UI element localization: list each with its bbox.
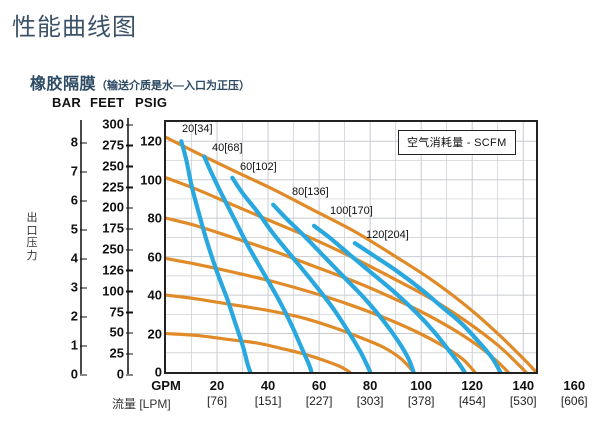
feet-tick-50-2: 50 — [109, 324, 134, 340]
curve-label-40[68]: 40[68] — [212, 142, 243, 154]
x-tick-gpm-60: 60 — [311, 378, 327, 393]
feet-tick-225-9: 225 — [102, 179, 133, 194]
x-tick-120: 120 [454] — [459, 378, 486, 408]
x-tick-gpm-100: 100 — [410, 378, 433, 393]
x-tick-0: GPM — [151, 378, 181, 393]
psig-tick-80: 80 — [147, 210, 162, 226]
x-axis-label-cn: 流量 [LPM] — [112, 397, 171, 411]
y-axis-label-char-0: 出 — [26, 212, 38, 224]
x-tick-gpm-120: 120 — [461, 378, 484, 393]
subtitle-main: 橡胶隔膜 — [30, 76, 97, 93]
curve-air-100 — [166, 176, 528, 372]
feet-tick-250-10: 250 — [102, 158, 133, 174]
feet-tick-126-5: 126 — [102, 262, 133, 278]
x-tick-gpm-20: 20 — [209, 378, 225, 393]
x-tick-160: 160 [606] — [561, 378, 588, 408]
x-tick-20: 20 [76] — [207, 378, 227, 408]
curve-100[170] — [311, 223, 467, 372]
subtitle-paren: （输送介质是水—入口为正压） — [96, 80, 251, 92]
x-tick-gpm-80: 80 — [362, 378, 378, 393]
x-tick-100: 100 [378] — [408, 378, 435, 408]
x-tick-60: 60 [227] — [306, 378, 333, 408]
feet-tick-100-4: 100 — [102, 283, 133, 299]
x-tick-140: 140 [530] — [510, 378, 537, 408]
curve-80[136] — [271, 202, 416, 372]
plot-area — [164, 120, 538, 374]
feet-tick-75-3: 75 — [109, 304, 134, 319]
bar-tick-0-0: 0 — [70, 366, 88, 382]
curve-label-120[204]: 120[204] — [366, 229, 409, 241]
curve-air-120 — [166, 135, 536, 372]
bar-tick-8-8: 8 — [70, 134, 88, 150]
curve-air-20 — [166, 331, 352, 372]
y-axis-label-cn: 出口压力 — [25, 212, 39, 263]
psig-tick-0: 0 — [154, 364, 162, 380]
curve-20[34] — [179, 139, 253, 372]
x-tick-lpm-120: [454] — [458, 394, 486, 408]
bar-tick-2-2: 2 — [70, 308, 88, 324]
x-tick-lpm-140: [530] — [509, 394, 537, 408]
curves-svg — [166, 122, 536, 372]
psig-scale: 0 20 40 60 80 100 120 — [126, 0, 162, 429]
feet-axis-rule — [127, 118, 129, 374]
x-tick-lpm-100: [378] — [407, 394, 435, 408]
bar-axis-rule — [80, 120, 82, 374]
bar-tick-6-6: 6 — [70, 192, 88, 208]
x-tick-gpm-140: 140 — [512, 378, 535, 393]
curve-60[102] — [230, 175, 373, 372]
feet-tick-300-12: 300 — [102, 116, 133, 132]
y-axis-label-char-3: 力 — [26, 249, 38, 262]
feet-scale: 0 25 50 75 100 126 250 175 200 225 250 275 300 — [78, 0, 134, 429]
bar-tick-3-3: 3 — [70, 279, 88, 295]
x-tick-lpm-40: [151] — [254, 394, 282, 408]
bar-tick-5-5: 5 — [70, 221, 88, 237]
curve-label-80[136]: 80[136] — [292, 186, 329, 198]
x-tick-gpm-160: 160 — [563, 378, 586, 393]
x-tick-lpm-20: [76] — [207, 394, 228, 408]
psig-tick-40: 40 — [147, 287, 162, 303]
bar-tick-4-4: 4 — [70, 250, 88, 266]
curve-120[204] — [352, 241, 503, 372]
y-axis-label-char-1: 口 — [26, 224, 38, 237]
x-tick-lpm-160: [606] — [560, 394, 588, 408]
x-axis-unit-gpm: GPM — [151, 378, 181, 393]
legend-air-consumption: 空气消耗量 - SCFM — [398, 130, 516, 155]
feet-tick-0-0: 0 — [116, 366, 134, 382]
feet-tick-200-8: 200 — [102, 199, 133, 215]
bar-scale: 0 1 2 3 4 5 6 7 8 — [30, 0, 88, 429]
feet-tick-275-11: 275 — [102, 137, 133, 153]
curve-label-60[102]: 60[102] — [240, 161, 277, 173]
bar-tick-7-7: 7 — [70, 163, 88, 179]
bar-tick-1-1: 1 — [70, 337, 88, 353]
curve-air-40 — [166, 293, 416, 372]
feet-tick-175-7: 175 — [102, 220, 133, 236]
curve-40[68] — [202, 154, 314, 372]
x-tick-40: 40 [151] — [255, 378, 282, 408]
psig-tick-60: 60 — [147, 249, 162, 265]
x-tick-lpm-80: [303] — [356, 394, 384, 408]
axis-unit-feet: FEET — [90, 95, 125, 110]
axis-unit-bar: BAR — [52, 95, 82, 110]
chart-subtitle: 橡胶隔膜（输送介质是水—入口为正压） — [30, 70, 250, 94]
x-tick-gpm-40: 40 — [260, 378, 276, 393]
psig-tick-20: 20 — [147, 326, 162, 342]
axis-unit-psig: PSIG — [135, 95, 168, 110]
feet-tick-25-1: 25 — [109, 345, 134, 361]
curve-label-20[34]: 20[34] — [182, 123, 213, 135]
psig-tick-100: 100 — [140, 172, 162, 188]
x-tick-80: 80 [303] — [357, 378, 384, 408]
psig-tick-120: 120 — [140, 133, 162, 149]
page-title: 性能曲线图 — [12, 14, 137, 41]
feet-tick-250-6: 250 — [102, 241, 133, 257]
x-tick-lpm-60: [227] — [305, 394, 333, 408]
curve-label-100[170]: 100[170] — [330, 205, 373, 217]
y-axis-label-char-2: 压 — [26, 237, 38, 250]
